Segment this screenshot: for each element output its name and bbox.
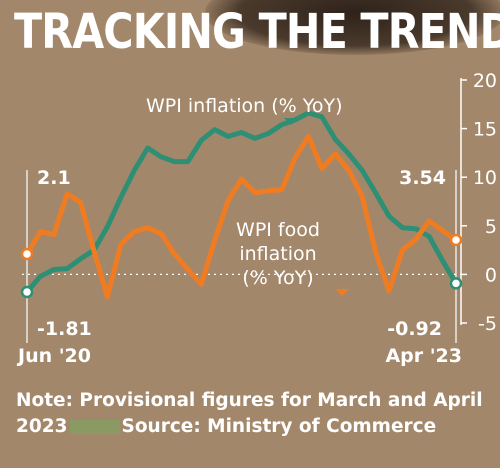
note-separator: [69, 420, 120, 434]
headline: TRACKING THE TREND: [14, 4, 500, 60]
food-series-label-line: WPI food: [236, 219, 320, 241]
series-1-endpoint: [449, 233, 463, 247]
y-tick-label: -5: [478, 313, 497, 335]
y-tick-label: 5: [485, 216, 497, 238]
footnote: Note: Provisional figures for March and …: [16, 388, 496, 440]
y-tick-label: 0: [485, 264, 497, 286]
series-0-endpoint: [20, 285, 34, 299]
series-line-1: [24, 133, 459, 300]
wpi-label-pointer: [284, 118, 298, 125]
y-tick-label: 15: [473, 119, 497, 141]
x-end-label: Apr '23: [385, 345, 462, 367]
wpi-start-value-label: -1.81: [37, 318, 92, 340]
series-line-0: [24, 110, 459, 295]
food-start-value-label: 2.1: [37, 167, 71, 189]
y-tick-label: 10: [473, 167, 497, 189]
wpi-end-value-label: -0.92: [387, 318, 442, 340]
food-series-label-line: inflation: [239, 243, 316, 265]
food-label-pointer: [335, 289, 349, 296]
series-1-endpoint: [20, 247, 34, 261]
series-0-endpoint: [449, 277, 463, 290]
food-series-label: WPI food inflation (% YoY): [236, 219, 320, 289]
source-text: Source: Ministry of Commerce: [121, 416, 437, 437]
x-start-label: Jun '20: [16, 345, 91, 367]
food-series-label-line: (% YoY): [242, 267, 313, 289]
note-text: Note: Provisional figures for March and …: [16, 390, 483, 437]
y-tick-label: 20: [473, 70, 497, 92]
wpi-series-label: WPI inflation (% YoY): [146, 95, 343, 117]
food-end-value-label: 3.54: [399, 167, 446, 189]
